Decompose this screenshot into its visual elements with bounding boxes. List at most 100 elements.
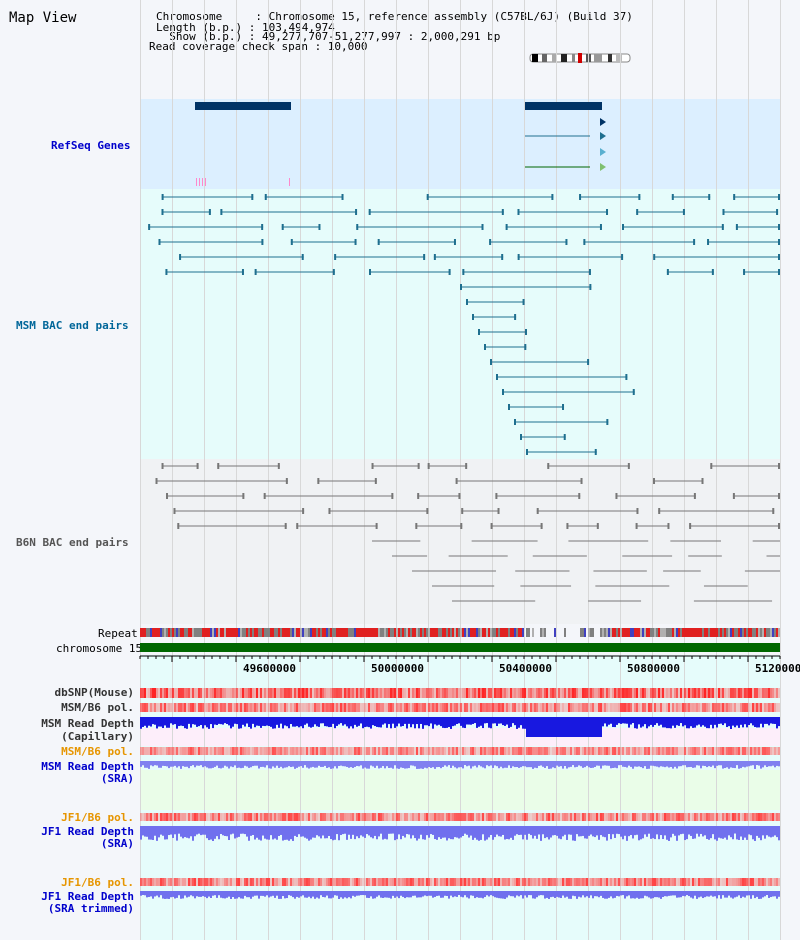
msm-b6-pol-sra-cell [324,747,326,755]
msm-b6-pol-sra-cell [692,747,694,755]
jf1-b6-pol-cell [768,813,770,821]
msm-read-depth-sra-bar [640,761,642,768]
msm-read-depth-sra-bar [268,761,270,769]
msm-read-depth-sra-bar [152,761,154,767]
jf1-read-depth-trimmed-bar [312,891,314,897]
jf1-read-depth-sra-bar [574,826,576,841]
msm-read-depth-sra-bar [670,761,672,767]
repeat-element [738,628,740,637]
msm-b6-pol-cell [184,703,186,712]
msm-read-depth-capillary-bar [272,717,274,729]
msm-bac-pair-end [565,239,568,245]
msm-b6-pol-sra-cell [186,747,188,755]
repeat-element [254,628,256,637]
msm-read-depth-capillary-bar [716,717,718,728]
jf1-b6-pol-2-cell [674,878,676,886]
msm-b6-pol-sra-cell [480,747,482,755]
msm-b6-pol-sra-cell [368,747,370,755]
repeat-element [638,628,640,637]
msm-read-depth-capillary-bar [570,717,572,737]
jf1-read-depth-trimmed-bar [142,891,144,896]
jf1-b6-pol-cell [674,813,676,821]
msm-b6-pol-sra-cell [296,747,298,755]
dbsnp-cell [544,688,546,698]
msm-b6-pol-sra-cell [494,747,496,755]
jf1-read-depth-sra-bar [324,826,326,839]
msm-read-depth-sra-bar [194,761,196,768]
msm-bac-pair-end [671,194,674,200]
jf1-read-depth-sra-bar [326,826,328,839]
dbsnp-cell [464,688,466,698]
msm-b6-pol-cell [372,703,374,712]
jf1-b6-pol-cell [688,813,690,821]
msm-read-depth-capillary-bar [356,717,358,727]
msm-read-depth-capillary-bar [536,717,538,737]
msm-bac-pair-end [377,239,380,245]
msm-b6-pol-sra-cell [388,747,390,755]
b6n-bac-pair-end [580,478,583,484]
dbsnp-cell [542,688,544,698]
msm-b6-pol-sra-cell [350,747,352,755]
dbsnp-cell [778,688,780,698]
refseq-genes-label: RefSeq Genes [51,139,131,152]
msm-read-depth-sra-bar [576,761,578,767]
dbsnp-cell [488,688,490,698]
msm-read-depth-capillary-bar [192,717,194,725]
repeat-element [288,628,290,637]
msm-b6-pol-sra-cell [752,747,754,755]
jf1-read-depth-trimmed-bar [566,891,568,897]
msm-b6-pol-cell [746,703,748,712]
msm-b6-pol-sra-cell [706,747,708,755]
msm-read-depth-sra-bar [654,761,656,767]
jf1-read-depth-trimmed-bar [714,891,716,897]
msm-read-depth-sra-bar [182,761,184,767]
dbsnp-cell [224,688,226,698]
msm-b6-pol-cell [768,703,770,712]
msm-bac-pair-end [778,269,780,275]
dbsnp-cell [646,688,648,698]
msm-read-depth-sra-bar [402,761,404,768]
msm-b6-pol-sra-cell [422,747,424,755]
msm-bac-pair-end [524,329,527,335]
msm-b6-pol-sra-cell [702,747,704,755]
msm-b6-pol-sra-label: MSM/B6 pol. [61,745,134,758]
grid-line [204,0,205,940]
jf1-read-depth-sra-bar [426,826,428,836]
msm-read-depth-sra-bar [242,761,244,768]
msm-read-depth-capillary-bar [488,717,490,728]
msm-read-depth-capillary-bar [352,717,354,729]
repeat-element [150,628,152,637]
jf1-b6-pol-cell [194,813,196,821]
msm-b6-pol-sra-cell [334,747,336,755]
msm-b6-pol-sra-cell [180,747,182,755]
msm-read-depth-sra-bar [252,761,254,767]
jf1-read-depth-sra-bar [718,826,720,838]
msm-read-depth-sra-bar [290,761,292,768]
jf1-b6-pol-2-cell [726,878,728,886]
repeat-element [646,628,648,637]
chromosome-ideogram[interactable] [528,52,634,64]
jf1-b6-pol-cell [352,813,354,821]
jf1-read-depth-trimmed-bar [460,891,462,897]
jf1-b6-pol-2-cell [608,878,610,886]
jf1-read-depth-sra-bar [404,826,406,838]
repeat-element [248,628,250,637]
msm-read-depth-sra-bar [168,761,170,769]
msm-b6-pol-cell [228,703,230,712]
msm-read-depth-sra-bar [342,761,344,767]
jf1-read-depth-sra-bar [258,826,260,840]
dbsnp-cell [254,688,256,698]
repeat-element [756,628,758,637]
msm-b6-pol-cell [716,703,718,712]
msm-read-depth-capillary-bar [534,717,536,737]
msm-read-depth-sra-bar [676,761,678,769]
jf1-read-depth-sra-bar [758,826,760,838]
msm-read-depth-sra-bar [374,761,376,768]
msm-bac-pair-end [622,224,625,230]
repeat-element [174,628,176,637]
jf1-read-depth-trimmed-bar [304,891,306,898]
jf1-b6-pol-cell [528,813,530,821]
jf1-b6-pol-cell [240,813,242,821]
msm-read-depth-sra-bar [232,761,234,768]
